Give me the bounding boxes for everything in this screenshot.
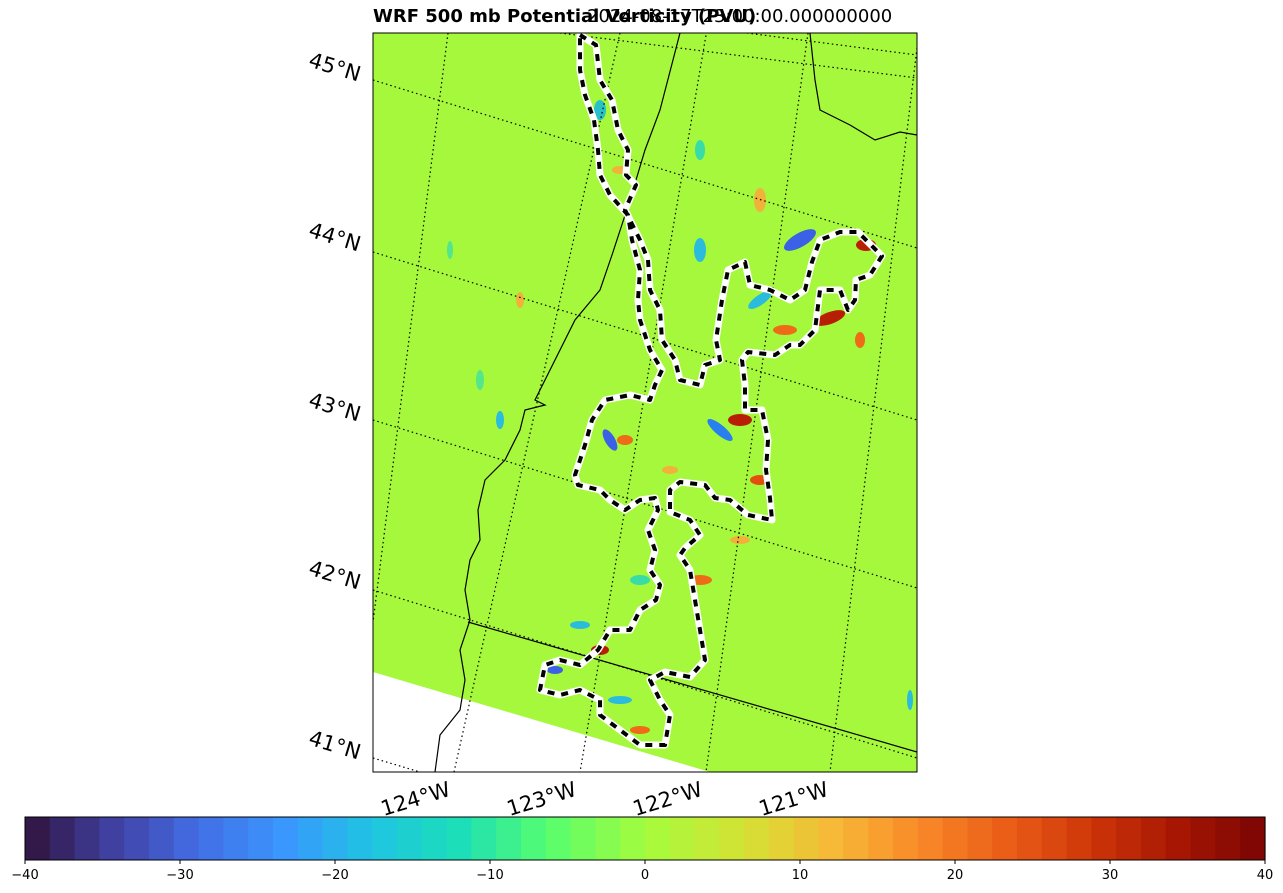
pv-field-anomalies xyxy=(447,100,913,734)
colorbar-swatch xyxy=(719,817,745,860)
colorbar-swatch xyxy=(521,817,547,860)
colorbar-swatch xyxy=(446,817,472,860)
colorbar-swatch xyxy=(595,817,621,860)
model-domain-fill xyxy=(373,33,917,772)
colorbar-swatch xyxy=(1141,817,1167,860)
colorbar-swatch xyxy=(818,817,844,860)
colorbar-swatch xyxy=(793,817,820,860)
colorbar-swatch xyxy=(570,817,596,860)
map-frame xyxy=(372,32,918,773)
colorbar-swatch xyxy=(297,817,324,860)
colorbar-swatch xyxy=(545,817,572,860)
colorbar-swatch xyxy=(1116,817,1142,860)
colorbar-tick-label: 0 xyxy=(640,868,650,883)
colorbar-swatch xyxy=(149,817,175,860)
colorbar-tick-label: −40 xyxy=(11,868,39,883)
colorbar-swatch xyxy=(1165,817,1192,860)
colorbar-swatch xyxy=(397,817,423,860)
colorbar-swatch xyxy=(173,817,200,860)
colorbar-swatch xyxy=(198,817,224,860)
colorbar-ticks xyxy=(24,860,1266,864)
colorbar-swatch xyxy=(49,817,76,860)
colorbar-tick-label: 40 xyxy=(1256,868,1274,883)
colorbar-swatch xyxy=(25,817,51,860)
colorbar-swatch xyxy=(967,817,993,860)
graticule xyxy=(373,33,917,772)
colorbar-tick-label: 10 xyxy=(791,868,809,883)
valid-time-label: 2024-08-17T23:00:00.000000000 xyxy=(587,6,893,27)
colorbar-tick-label: −30 xyxy=(166,868,194,883)
colorbar-swatch xyxy=(273,817,299,860)
colorbar-swatch xyxy=(1215,817,1241,860)
colorbar-swatch xyxy=(1190,817,1216,860)
colorbar-swatch xyxy=(744,817,770,860)
colorbar-swatch xyxy=(248,817,274,860)
colorbar-swatch xyxy=(1017,817,1043,860)
colorbar-swatch xyxy=(769,817,795,860)
colorbar-swatch xyxy=(471,817,497,860)
colorbar-swatch xyxy=(992,817,1018,860)
colorbar-swatch xyxy=(1240,817,1266,860)
colorbar-swatch xyxy=(124,817,150,860)
colorbar-swatch xyxy=(1091,817,1117,860)
colorbar-swatch xyxy=(669,817,696,860)
coastline-and-borders xyxy=(434,33,917,772)
colorbar-swatch xyxy=(843,817,869,860)
colorbar-swatch xyxy=(694,817,720,860)
colorbar-swatch xyxy=(917,817,944,860)
colorbar-swatch xyxy=(347,817,373,860)
colorbar-swatch xyxy=(372,817,398,860)
pv-contour xyxy=(536,33,886,749)
colorbar-swatch xyxy=(74,817,100,860)
colorbar-tick-label: 30 xyxy=(1101,868,1119,883)
colorbar-swatch xyxy=(99,817,125,860)
colorbar-swatch xyxy=(223,817,249,860)
colorbar-swatches xyxy=(25,817,1266,860)
colorbar-swatch xyxy=(645,817,671,860)
colorbar-swatch xyxy=(868,817,894,860)
colorbar-swatch xyxy=(942,817,968,860)
map-title: WRF 500 mb Potential Vorticity (PVU) xyxy=(373,6,757,27)
colorbar-swatch xyxy=(421,817,448,860)
colorbar-swatch xyxy=(1066,817,1092,860)
colorbar-tick-label: −10 xyxy=(476,868,504,883)
colorbar-swatch xyxy=(620,817,646,860)
colorbar-tick-label: 20 xyxy=(946,868,964,883)
colorbar-tick-label: −20 xyxy=(321,868,349,883)
colorbar-swatch xyxy=(496,817,522,860)
colorbar-swatch xyxy=(1041,817,1068,860)
colorbar-swatch xyxy=(893,817,919,860)
colorbar-swatch xyxy=(322,817,348,860)
